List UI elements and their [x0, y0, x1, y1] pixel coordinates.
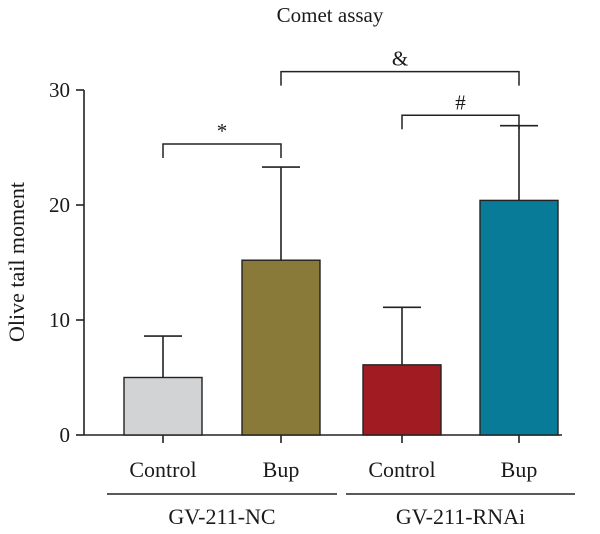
group-label: GV-211-NC — [168, 504, 275, 529]
y-tick-label: 10 — [49, 308, 70, 332]
category-label: Bup — [263, 457, 300, 482]
group-label: GV-211-RNAi — [396, 504, 525, 529]
category-label: Bup — [501, 457, 538, 482]
bar — [123, 376, 203, 436]
category-label: Control — [368, 457, 435, 482]
significance-bracket — [280, 70, 520, 86]
bar — [241, 259, 321, 436]
category-label: Control — [129, 457, 196, 482]
y-axis-label: Olive tail moment — [4, 182, 29, 342]
bar — [479, 199, 559, 436]
significance-label: # — [455, 90, 466, 114]
significance-label: * — [217, 119, 228, 143]
y-tick-label: 0 — [60, 423, 71, 447]
significance-bracket — [162, 143, 282, 159]
y-tick-label: 30 — [49, 78, 70, 102]
bar — [362, 364, 442, 436]
significance-bracket — [401, 114, 520, 130]
y-tick-label: 20 — [49, 193, 70, 217]
significance-label: & — [392, 47, 408, 71]
chart-title: Comet assay — [277, 3, 384, 27]
